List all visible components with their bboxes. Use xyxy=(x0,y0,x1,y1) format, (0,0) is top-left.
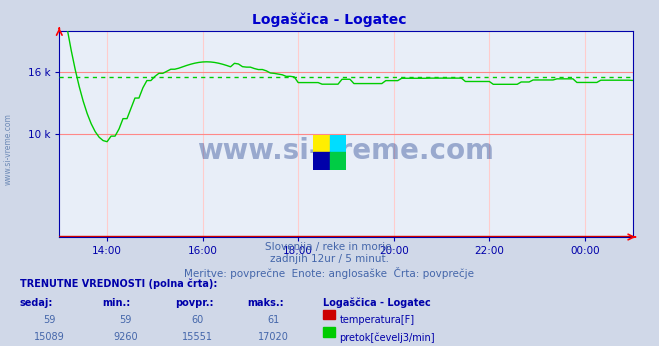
Text: Logaščica - Logatec: Logaščica - Logatec xyxy=(252,12,407,27)
Text: www.si-vreme.com: www.si-vreme.com xyxy=(198,137,494,165)
Bar xyxy=(313,152,330,170)
Bar xyxy=(330,152,346,170)
Text: Meritve: povprečne  Enote: anglosaške  Črta: povprečje: Meritve: povprečne Enote: anglosaške Črt… xyxy=(185,267,474,279)
Text: zadnjih 12ur / 5 minut.: zadnjih 12ur / 5 minut. xyxy=(270,254,389,264)
Text: www.si-vreme.com: www.si-vreme.com xyxy=(3,113,13,185)
Bar xyxy=(330,135,346,152)
Text: sedaj:: sedaj: xyxy=(20,298,53,308)
Text: 15089: 15089 xyxy=(34,332,65,342)
Text: Slovenija / reke in morje.: Slovenija / reke in morje. xyxy=(264,242,395,252)
Text: 15551: 15551 xyxy=(182,332,214,342)
Text: 59: 59 xyxy=(119,315,131,325)
Text: 61: 61 xyxy=(268,315,279,325)
Bar xyxy=(313,135,330,152)
Text: Logaščica - Logatec: Logaščica - Logatec xyxy=(323,298,431,308)
Text: 59: 59 xyxy=(43,315,55,325)
Text: povpr.:: povpr.: xyxy=(175,298,213,308)
Text: pretok[čevelj3/min]: pretok[čevelj3/min] xyxy=(339,332,435,343)
Text: min.:: min.: xyxy=(102,298,130,308)
Text: 17020: 17020 xyxy=(258,332,289,342)
Text: 9260: 9260 xyxy=(113,332,138,342)
Text: TRENUTNE VREDNOSTI (polna črta):: TRENUTNE VREDNOSTI (polna črta): xyxy=(20,279,217,289)
Text: temperatura[F]: temperatura[F] xyxy=(339,315,415,325)
Text: 60: 60 xyxy=(192,315,204,325)
Text: maks.:: maks.: xyxy=(247,298,284,308)
